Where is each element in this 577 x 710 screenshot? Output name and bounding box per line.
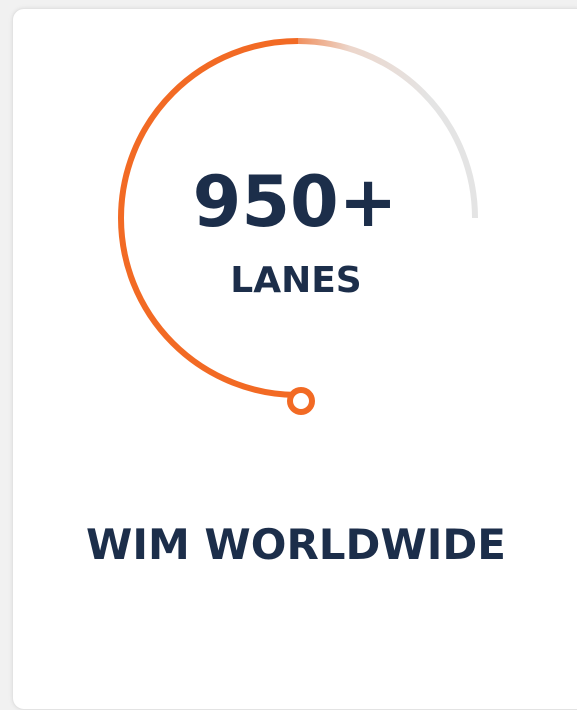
stat-label: LANES (230, 260, 361, 301)
stat-value: 950+ (193, 161, 398, 243)
arc-end-dot (287, 387, 315, 415)
caption: WIM WORLDWIDE (86, 520, 506, 569)
progress-arc-fade (297, 38, 478, 219)
progress-arc (117, 38, 299, 398)
stat-card (12, 8, 577, 710)
